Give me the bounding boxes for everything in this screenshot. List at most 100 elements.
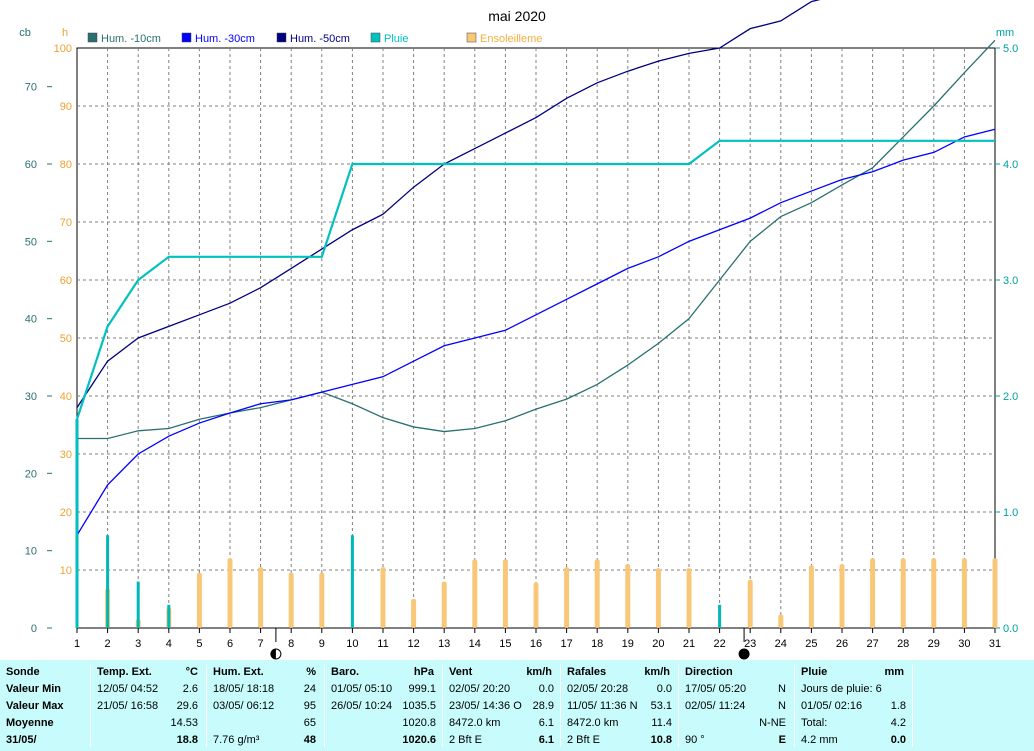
x-tick-label: 21 — [683, 638, 695, 650]
vent-row: 02/05/ 20:20 0.0 — [443, 681, 560, 698]
rafales-row: 11/05/ 11:36 N 53.1 — [561, 698, 678, 715]
baro-row: 1020.8 — [325, 715, 442, 732]
pluie-row: Total: 4.2 — [795, 715, 912, 732]
vent-row-value: 6.1 — [538, 717, 554, 729]
baro-row-label: 01/05/ 05:10 — [331, 683, 393, 695]
h-tick-label: 10 — [60, 565, 72, 577]
x-tick-label: 27 — [866, 638, 878, 650]
temp-row-value: 2.6 — [182, 683, 198, 695]
vent-title: Vent — [449, 666, 473, 678]
direction-row: 17/05/ 05:20 N — [679, 681, 794, 698]
vent-row: 23/05/ 14:36 O 28.9 — [443, 698, 560, 715]
sunshine-bar — [288, 572, 294, 628]
temp-row: 14.53 — [91, 715, 206, 732]
x-tick-label: 23 — [744, 638, 756, 650]
series-line-hum-1 — [76, 128, 996, 536]
pluie-row-label: 4.2 mm — [801, 734, 838, 746]
x-tick-label: 15 — [499, 638, 511, 650]
temp-row: 21/05/ 16:58 29.6 — [91, 698, 206, 715]
sunshine-bar — [655, 568, 661, 628]
x-tick-label: 28 — [897, 638, 909, 650]
rafales-row-label: 2 Bft E — [567, 734, 601, 746]
stats-col-sonde: Sonde Valeur Min Valeur Max Moyenne 31/0… — [0, 664, 90, 747]
stats-col-direction: Direction 17/05/ 05:20 N 02/05/ 11:24 N N-NE 9… — [678, 664, 794, 747]
hum-row: 7.76 g/m³ 48 — [207, 732, 324, 749]
hum-row: 18/05/ 18:18 24 — [207, 681, 324, 698]
x-tick-label: 18 — [591, 638, 603, 650]
vent-row-label: 2 Bft E — [449, 734, 483, 746]
pluie-row-value: 0.0 — [890, 734, 906, 746]
x-tick-label: 16 — [530, 638, 542, 650]
sunshine-bar — [625, 564, 631, 628]
x-tick-label: 17 — [560, 638, 572, 650]
hum-row-label: 7.76 g/m³ — [213, 734, 260, 746]
legend-swatch — [87, 32, 98, 43]
direction-row-value: N — [778, 683, 786, 695]
temp-row-label: 21/05/ 16:58 — [97, 700, 159, 712]
cb-tick-label: 30 — [25, 391, 37, 403]
legend-swatch — [276, 32, 287, 43]
rain-daily-bar — [718, 604, 722, 628]
stats-col-hum: Hum. Ext.% 18/05/ 18:18 24 03/05/ 06:12 95 65… — [206, 664, 324, 747]
direction-row-value: E — [778, 734, 786, 746]
hum-row-value: 24 — [303, 683, 316, 695]
hum-title: Hum. Ext. — [213, 666, 264, 678]
mm-axis-label: mm — [996, 27, 1014, 39]
hum-row-value: 65 — [303, 717, 316, 729]
vent-row: 2 Bft E 6.1 — [443, 732, 560, 749]
sunshine-bar — [564, 567, 570, 628]
rafales-row-value: 0.0 — [656, 683, 672, 695]
mm-tick-label: 5.0 — [1003, 43, 1018, 55]
sunshine-bar — [502, 559, 508, 628]
pluie-title: Pluie — [801, 666, 828, 678]
x-tick-label: 5 — [196, 638, 202, 650]
baro-title: Baro. — [331, 666, 360, 678]
mm-tick-label: 4.0 — [1003, 159, 1018, 171]
pluie-unit: mm — [884, 666, 904, 678]
sonde-row-mean: Moyenne — [6, 717, 54, 729]
direction-title: Direction — [685, 666, 733, 678]
x-tick-label: 13 — [438, 638, 450, 650]
h-tick-label: 80 — [60, 159, 72, 171]
mm-tick-label: 3.0 — [1003, 275, 1018, 287]
x-tick-label: 31 — [989, 638, 1001, 650]
hum-row: 65 — [207, 715, 324, 732]
temp-row-label: 12/05/ 04:52 — [97, 683, 159, 695]
hum-row-label: 18/05/ 18:18 — [213, 683, 275, 695]
sunshine-bar — [992, 558, 998, 628]
x-tick-label: 29 — [928, 638, 940, 650]
x-tick-label: 20 — [652, 638, 664, 650]
x-tick-label: 25 — [805, 638, 817, 650]
legend-entry: Hum. -10cm — [101, 33, 161, 45]
x-tick-label: 4 — [166, 638, 172, 650]
pluie-row: Jours de pluie: 6 — [795, 681, 912, 698]
stats-col-empty — [912, 664, 1034, 747]
rafales-row-label: 11/05/ 11:36 N — [567, 700, 638, 712]
sunshine-bar — [870, 558, 876, 628]
sunshine-bar — [258, 567, 264, 628]
pluie-row-label: Jours de pluie: 6 — [801, 683, 882, 695]
legend-entry: Hum. -30cm — [195, 33, 255, 45]
sunshine-bar — [931, 558, 937, 628]
vent-unit: km/h — [526, 666, 552, 678]
hum-row-value: 48 — [303, 734, 316, 746]
rafales-row-label: 8472.0 km — [567, 717, 619, 729]
cb-tick-label: 0 — [31, 623, 37, 635]
x-tick-label: 8 — [288, 638, 294, 650]
chart-svg: 1 2 3 4 5 6 7 8 9 10 11 12 13 14 15 16 17 18 19 20 21 22 23 24 2… — [19, 0, 1018, 660]
sonde-row-min: Valeur Min — [6, 683, 62, 695]
h-tick-label: 50 — [60, 333, 72, 345]
vent-row-value: 6.1 — [538, 734, 554, 746]
baro-row-label: 26/05/ 10:24 — [331, 700, 393, 712]
rafales-row: 8472.0 km 11.4 — [561, 715, 678, 732]
vent-row: 8472.0 km 6.1 — [443, 715, 560, 732]
pluie-row: 01/05/ 02:16 1.8 — [795, 698, 912, 715]
pluie-row-value: 4.2 — [890, 717, 906, 729]
rafales-row: 2 Bft E 10.8 — [561, 732, 678, 749]
sunshine-bar — [319, 572, 325, 628]
hum-unit: % — [306, 666, 316, 678]
sunshine-bar — [196, 572, 202, 628]
direction-row-label: 90 ° — [685, 734, 705, 746]
sunshine-bar — [472, 559, 478, 628]
direction-row: N-NE — [679, 715, 794, 732]
